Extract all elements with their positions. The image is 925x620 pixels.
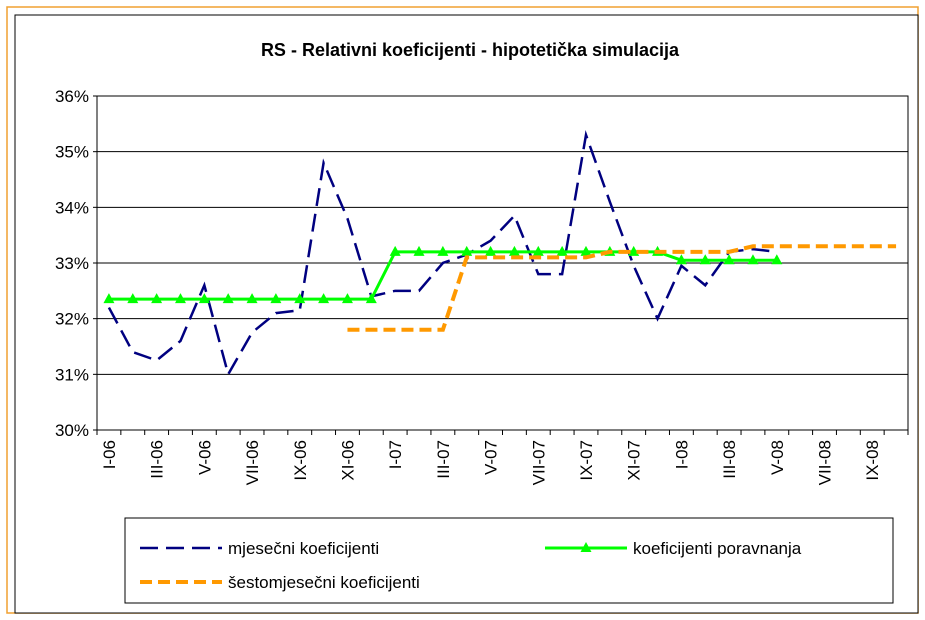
- marker: [532, 245, 544, 256]
- marker: [174, 293, 186, 304]
- y-tick-label: 33%: [55, 254, 89, 273]
- y-tick-label: 35%: [55, 143, 89, 162]
- marker: [151, 293, 163, 304]
- marker: [628, 245, 640, 256]
- chart-title: RS - Relativni koeficijenti - hipotetičk…: [261, 40, 680, 60]
- marker: [485, 245, 497, 256]
- legend-label: mjesečni koeficijenti: [228, 539, 379, 558]
- legend-label: šestomjesečni koeficijenti: [228, 573, 420, 592]
- y-tick-label: 34%: [55, 198, 89, 217]
- marker: [222, 293, 234, 304]
- marker: [580, 245, 592, 256]
- x-tick-label: III-06: [148, 440, 167, 479]
- y-tick-label: 31%: [55, 365, 89, 384]
- x-tick-label: V-07: [482, 440, 501, 475]
- marker: [103, 293, 115, 304]
- marker: [508, 245, 520, 256]
- x-tick-label: I-08: [672, 440, 691, 469]
- legend-box: [124, 517, 894, 604]
- y-tick-label: 32%: [55, 310, 89, 329]
- legend-marker: [580, 542, 592, 552]
- x-tick-label: III-07: [434, 440, 453, 479]
- legend-label: koeficijenti poravnanja: [633, 539, 802, 558]
- x-tick-label: XI-06: [338, 440, 357, 481]
- x-tick-label: IX-07: [577, 440, 596, 481]
- marker: [198, 293, 210, 304]
- x-tick-label: XI-07: [625, 440, 644, 481]
- x-tick-label: V-08: [768, 440, 787, 475]
- marker: [699, 254, 711, 265]
- x-tick-label: III-08: [720, 440, 739, 479]
- marker: [341, 293, 353, 304]
- marker: [127, 293, 139, 304]
- marker: [365, 293, 377, 304]
- marker: [413, 245, 425, 256]
- marker: [389, 245, 401, 256]
- marker: [294, 293, 306, 304]
- series-line: [347, 244, 897, 332]
- x-tick-label: I-06: [100, 440, 119, 469]
- series-line: [107, 130, 777, 378]
- y-tick-label: 30%: [55, 421, 89, 440]
- marker: [675, 254, 687, 265]
- marker: [437, 245, 449, 256]
- x-tick-label: IX-06: [291, 440, 310, 481]
- x-tick-label: VII-06: [243, 440, 262, 485]
- x-tick-label: I-07: [386, 440, 405, 469]
- x-tick-label: VII-07: [529, 440, 548, 485]
- x-tick-label: V-06: [195, 440, 214, 475]
- marker: [556, 245, 568, 256]
- y-tick-label: 36%: [55, 87, 89, 106]
- marker: [771, 254, 783, 265]
- marker: [747, 254, 759, 265]
- marker: [723, 254, 735, 265]
- x-tick-label: VII-08: [816, 440, 835, 485]
- marker: [461, 245, 473, 256]
- marker: [270, 293, 282, 304]
- chart-frame: [14, 14, 919, 614]
- x-tick-label: IX-08: [863, 440, 882, 481]
- marker: [246, 293, 258, 304]
- marker: [318, 293, 330, 304]
